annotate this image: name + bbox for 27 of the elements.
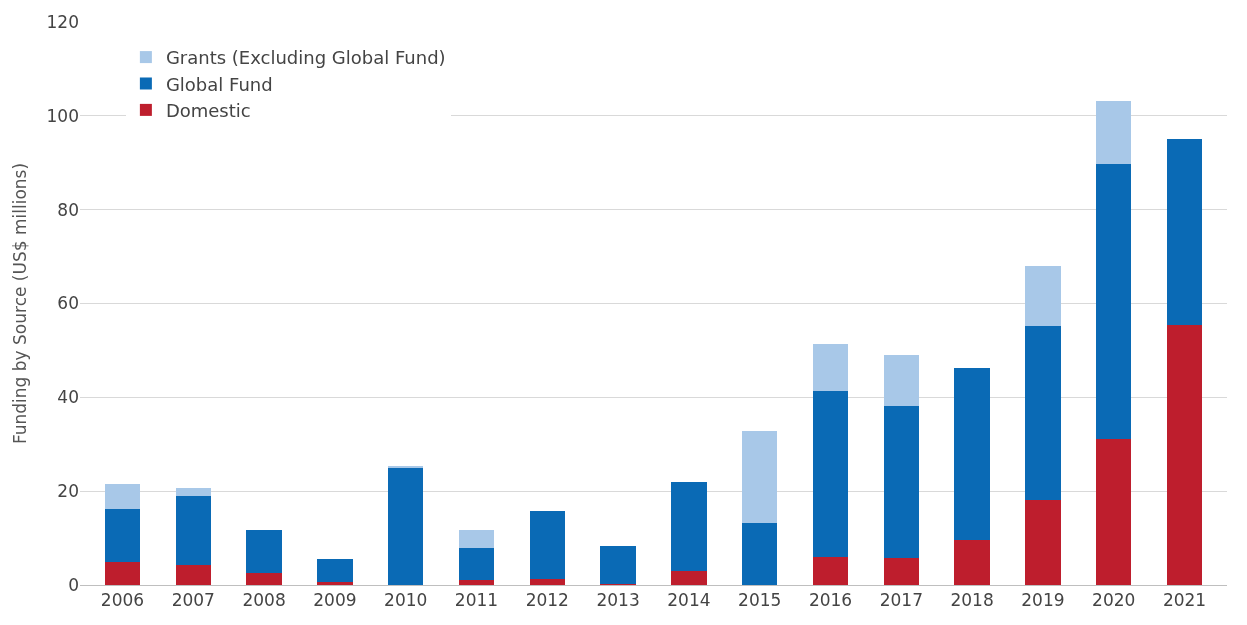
y-tick-label: 20	[57, 481, 79, 502]
y-tick-label: 80	[57, 199, 79, 220]
x-tick-label: 2019	[1021, 590, 1065, 611]
legend-label: Grants (Excluding Global Fund)	[165, 47, 446, 69]
x-tick-label: 2020	[1092, 590, 1136, 611]
legend-label: Global Fund	[165, 73, 273, 95]
x-tick-label: 2008	[242, 590, 286, 611]
x-tick-label: 2013	[596, 590, 640, 611]
x-tick-label: 2018	[950, 590, 994, 611]
y-tick-label: 60	[57, 293, 79, 314]
y-tick-label: 0	[68, 574, 79, 595]
x-tick-label: 2011	[454, 590, 499, 611]
y-axis-title: Funding by Source (US$ millions)	[10, 162, 31, 445]
x-tick-label: 2009	[313, 590, 357, 611]
legend-label: Domestic	[165, 99, 251, 121]
x-tick-label: 2016	[808, 590, 853, 611]
x-tick-label: 2007	[171, 590, 215, 611]
x-tick-label: 2015	[738, 590, 782, 611]
x-tick-label: 2012	[525, 590, 569, 611]
y-tick-label: 120	[46, 11, 79, 32]
x-tick-label: 2014	[667, 590, 711, 611]
y-tick-label: 40	[57, 387, 79, 408]
y-tick-label: 100	[46, 105, 79, 126]
x-tick-label: 2017	[879, 590, 923, 611]
x-tick-label: 2010	[384, 590, 428, 611]
x-tick-label: 2021	[1162, 590, 1207, 611]
x-tick-label: 2006	[100, 590, 145, 611]
